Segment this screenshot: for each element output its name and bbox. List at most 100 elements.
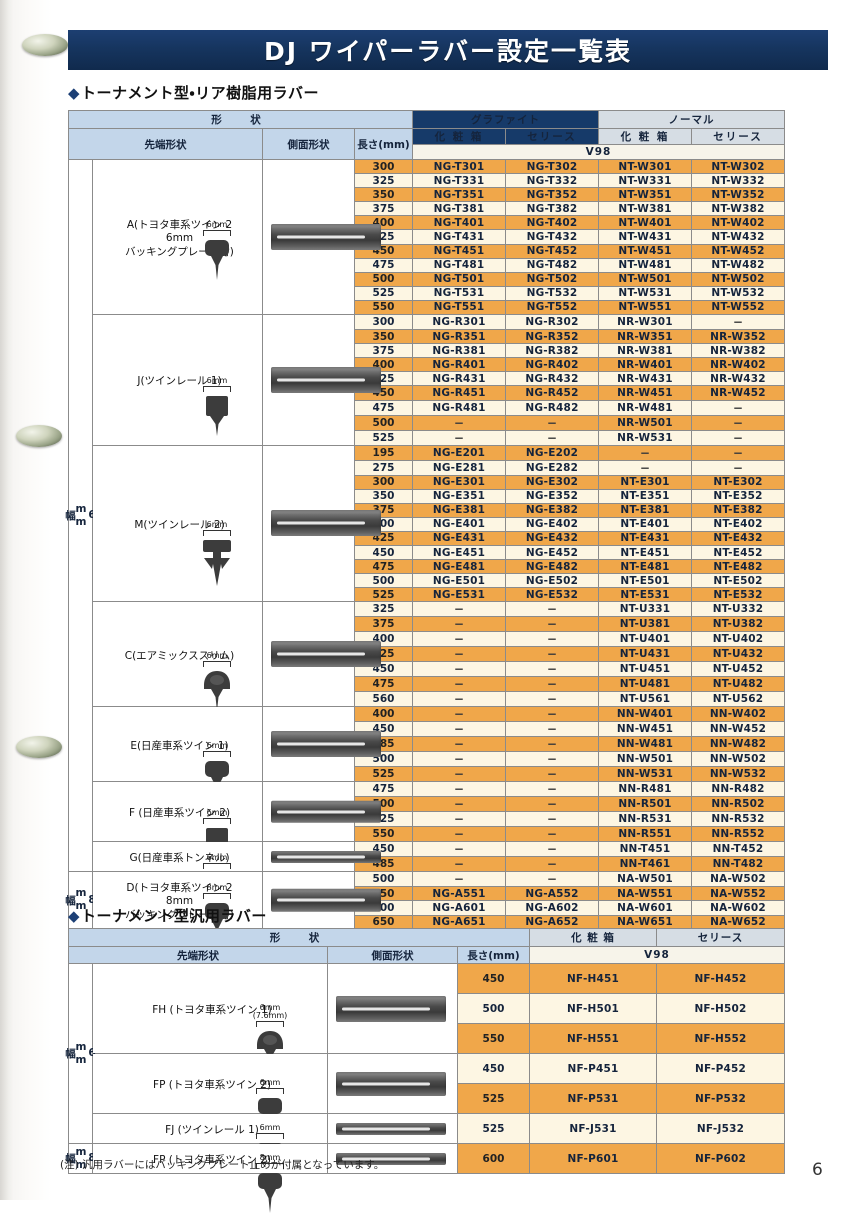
box-code[interactable]: NF-J531 [529,1113,657,1144]
normal-box-code[interactable]: NT-E501 [598,573,692,589]
box-code[interactable]: NF-P531 [529,1083,657,1114]
normal-box-code[interactable]: NT-W531 [598,285,692,301]
table-row[interactable]: 525− − NR-W531− [69,429,785,446]
graphite-series-code[interactable]: NG-R432 [505,371,599,387]
graphite-series-code[interactable]: NG-R352 [505,329,599,345]
normal-box-code[interactable]: NA-W601 [598,900,692,916]
normal-series-code[interactable]: NT-W502 [691,271,785,287]
graphite-box-code[interactable]: − [412,616,506,633]
graphite-series-code[interactable]: NG-T302 [505,158,599,175]
graphite-box-code[interactable]: − [412,736,506,753]
graphite-series-code[interactable]: − [505,676,599,693]
graphite-series-code[interactable]: NG-T432 [505,229,599,245]
normal-series-code[interactable]: NN-T452 [691,841,785,858]
normal-series-code[interactable]: NA-W502 [691,871,785,888]
graphite-box-code[interactable]: NG-R451 [412,385,506,401]
graphite-box-code[interactable]: NG-T301 [412,158,506,175]
normal-box-code[interactable]: NN-R531 [598,811,692,828]
table-row[interactable]: 525 NF-P531 NF-P532 [69,1083,785,1114]
normal-box-code[interactable]: NT-E481 [598,559,692,575]
graphite-box-code[interactable]: − [412,856,506,873]
normal-series-code[interactable]: NT-U402 [691,631,785,648]
normal-box-code[interactable]: NN-W531 [598,766,692,783]
graphite-box-code[interactable]: − [412,781,506,798]
table-row[interactable]: 275 NG-E281 NG-E282− − [69,459,785,476]
normal-series-code[interactable]: NT-E302 [691,474,785,490]
graphite-series-code[interactable]: NG-E532 [505,587,599,603]
normal-series-code[interactable]: NN-W532 [691,766,785,783]
table-row[interactable]: 525− − NN-W531 NN-W532 [69,766,785,783]
graphite-box-code[interactable]: − [412,691,506,708]
normal-box-code[interactable]: NT-W481 [598,257,692,273]
normal-box-code[interactable]: NN-W501 [598,751,692,768]
normal-series-code[interactable]: − [691,414,785,431]
normal-box-code[interactable]: NN-T461 [598,856,692,873]
graphite-series-code[interactable]: − [505,414,599,431]
graphite-box-code[interactable]: NG-T551 [412,299,506,316]
normal-box-code[interactable]: NR-W351 [598,329,692,345]
series-code[interactable]: NF-J532 [656,1113,785,1144]
normal-series-code[interactable]: NT-W332 [691,173,785,189]
graphite-series-code[interactable]: − [505,751,599,768]
graphite-box-code[interactable]: − [412,841,506,858]
graphite-box-code[interactable]: NG-T481 [412,257,506,273]
table-row[interactable]: 500− − NN-R501 NN-R502 [69,796,785,813]
normal-series-code[interactable]: − [691,314,785,331]
graphite-series-code[interactable]: NG-E482 [505,559,599,575]
normal-series-code[interactable]: NR-W402 [691,357,785,373]
normal-box-code[interactable]: NT-W301 [598,158,692,175]
graphite-box-code[interactable]: − [412,676,506,693]
graphite-box-code[interactable]: − [412,661,506,678]
graphite-series-code[interactable]: NG-E382 [505,502,599,518]
normal-box-code[interactable]: NT-U331 [598,601,692,618]
table-row[interactable]: 350 NG-R351 NG-R352 NR-W351 NR-W352 [69,329,785,345]
table-row[interactable]: J(ツインレール 1) 6mm 300 NG-R301 NG-R302 NR-W301… [69,314,785,446]
table-row[interactable]: 375 NG-T381 NG-T382 NT-W381 NT-W382 [69,201,785,217]
normal-box-code[interactable]: NT-E431 [598,530,692,546]
graphite-box-code[interactable]: − [412,601,506,618]
normal-series-code[interactable]: NN-W402 [691,706,785,723]
graphite-box-code[interactable]: NG-T531 [412,285,506,301]
table-row[interactable]: M(ツインレール 2) 6mm 195 NG-E201 NG-E202− − [69,444,785,603]
table-row[interactable]: 350 NG-E351 NG-E352 NT-E351 NT-E352 [69,488,785,504]
normal-series-code[interactable]: NT-E402 [691,516,785,532]
table-row[interactable]: 600 NG-A601 NG-A602 NA-W601 NA-W602 [69,900,785,916]
normal-box-code[interactable]: NT-E401 [598,516,692,532]
graphite-box-code[interactable]: NG-T331 [412,173,506,189]
graphite-box-code[interactable]: NG-E531 [412,587,506,603]
normal-box-code[interactable]: NN-W451 [598,721,692,738]
normal-box-code[interactable]: NN-R551 [598,826,692,843]
normal-box-code[interactable]: NT-W501 [598,271,692,287]
box-code[interactable]: NF-H551 [529,1023,657,1054]
graphite-box-code[interactable]: − [412,646,506,663]
graphite-series-code[interactable]: NG-E302 [505,474,599,490]
table-row[interactable]: 450 NG-E451 NG-E452 NT-E451 NT-E452 [69,544,785,561]
table-row[interactable]: 560− − NT-U561 NT-U562 [69,691,785,708]
graphite-series-code[interactable]: − [505,706,599,723]
graphite-box-code[interactable]: NG-E481 [412,559,506,575]
graphite-series-code[interactable]: NG-E282 [505,459,599,476]
series-code[interactable]: NF-P452 [656,1053,785,1084]
graphite-series-code[interactable]: NG-E452 [505,544,599,561]
normal-box-code[interactable]: NT-U401 [598,631,692,648]
normal-box-code[interactable]: NT-W551 [598,299,692,316]
graphite-series-code[interactable]: − [505,856,599,873]
table-row[interactable]: 550 NG-T551 NG-T552 NT-W551 NT-W552 [69,299,785,316]
graphite-series-code[interactable]: NG-A602 [505,900,599,916]
normal-series-code[interactable]: NT-U432 [691,646,785,663]
graphite-box-code[interactable]: NG-E381 [412,502,506,518]
graphite-box-code[interactable]: NG-R401 [412,357,506,373]
normal-series-code[interactable]: NR-W452 [691,385,785,401]
graphite-box-code[interactable]: − [412,429,506,446]
graphite-series-code[interactable]: NG-T382 [505,201,599,217]
normal-box-code[interactable]: NR-W301 [598,314,692,331]
table-row[interactable]: 475 NG-R481 NG-R482 NR-W481− [69,399,785,416]
graphite-series-code[interactable]: NG-R402 [505,357,599,373]
normal-box-code[interactable]: NR-W401 [598,357,692,373]
table-row[interactable]: 400 NG-E401 NG-E402 NT-E401 NT-E402 [69,516,785,532]
normal-box-code[interactable]: NT-E531 [598,587,692,603]
normal-series-code[interactable]: NA-W552 [691,886,785,902]
normal-series-code[interactable]: NT-E352 [691,488,785,504]
